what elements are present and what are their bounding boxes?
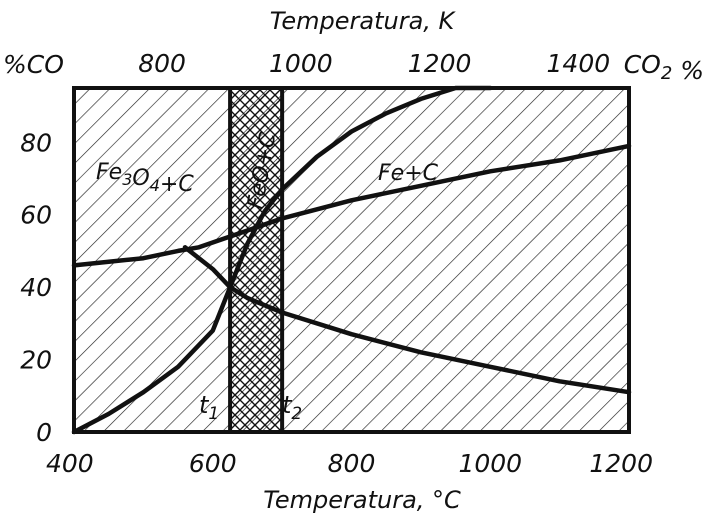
region-label-fe: Fe+C xyxy=(378,161,439,186)
x2-tick-label-1000: 1000 xyxy=(269,49,333,78)
series-line-oxide_curve_falling xyxy=(182,245,632,395)
y-tick-label-80: 80 xyxy=(20,128,52,157)
x-tick-label-1200: 1200 xyxy=(589,449,653,478)
y-tick-label-20: 20 xyxy=(20,346,52,375)
right-axis-label: CO2 % xyxy=(624,50,704,85)
series-lines xyxy=(71,85,632,435)
marker-t2: t2 xyxy=(282,391,302,424)
y-tick-label-60: 60 xyxy=(20,201,52,230)
bottom-axis-title: Temperatura, °C xyxy=(263,486,461,514)
series-line-boudouard_line_upper xyxy=(71,143,632,268)
tick-labels: 400 600 800 1000 1200 800 1000 1200 1400 0 20 40 60 8… xyxy=(20,49,653,478)
y-tick-label-0: 0 xyxy=(36,418,52,447)
region-label-fe3o4: Fe3O4+C xyxy=(96,160,194,197)
top-axis-title: Temperatura, K xyxy=(270,7,457,35)
left-axis-label: %CO xyxy=(3,50,64,79)
y-tick-label-40: 40 xyxy=(20,273,52,302)
plot-frame xyxy=(72,86,631,434)
x-tick-label-800: 800 xyxy=(328,449,376,478)
x-tick-label-400: 400 xyxy=(46,449,94,478)
x2-tick-label-1400: 1400 xyxy=(547,49,611,78)
marker-t1: t1 xyxy=(199,391,219,424)
x2-tick-label-800: 800 xyxy=(138,49,186,78)
x-tick-label-1000: 1000 xyxy=(458,449,522,478)
x-tick-label-600: 600 xyxy=(189,449,237,478)
x2-tick-label-1200: 1200 xyxy=(408,49,472,78)
series-line-reduction_curve_rising xyxy=(71,85,493,435)
